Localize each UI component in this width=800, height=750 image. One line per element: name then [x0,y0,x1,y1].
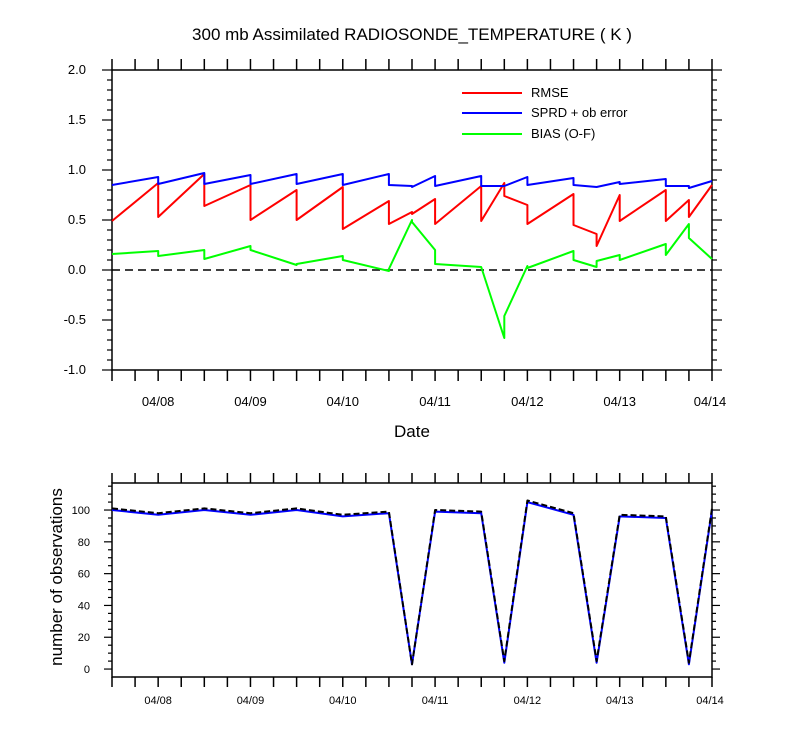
x-tick-label: 04/14 [694,394,727,409]
x-tick-label: 04/09 [237,695,265,707]
y-tick-label: 40 [78,600,90,612]
top-plot-area: 04/08 04/09 04/10 04/11 04/12 04/13 04/14 -1.0 -… [64,59,727,409]
x-tick-label: 04/12 [511,394,544,409]
y-tick-label: 1.5 [68,112,86,127]
bottom-plot-area: 04/08 04/09 04/10 04/11 04/12 04/13 04/14 0 20 40… [72,473,724,707]
x-tick-label: 04/08 [142,394,175,409]
x-tick-label: 04/10 [329,695,357,707]
x-tick-label: 04/11 [419,394,451,409]
x-tick-label: 04/13 [606,695,634,707]
plot-frame [111,482,713,678]
y-tick-label: 100 [72,505,90,517]
x-tick-label: 04/11 [422,695,449,707]
y-tick-label: 60 [78,569,90,581]
y-tick-label: 0 [84,664,90,676]
y-tick-label: 20 [78,632,90,644]
y-tick-label: -0.5 [64,312,86,327]
y-tick-label: 1.0 [68,162,86,177]
x-tick-label: 04/10 [326,394,359,409]
rmse-spread-bias-chart: 300 mb Assimilated RADIOSONDE_TEMPERATUR… [64,25,727,441]
x-tick-label: 04/08 [144,695,172,707]
y-tick-label: -1.0 [64,362,86,377]
x-tick-label: 04/09 [234,394,267,409]
series-line-sprd-ob-error [111,172,713,189]
series-line-observations-used [111,501,713,666]
y-tick-label: 80 [78,537,90,549]
observation-count-chart: 04/08 04/09 04/10 04/11 04/12 04/13 04/14 0 20 40… [47,473,724,707]
x-axis-title: Date [394,422,430,441]
x-tick-label: 04/13 [603,394,636,409]
legend: RMSE SPRD + ob error BIAS (O-F) [462,85,628,141]
series-line-rmse [111,173,713,247]
chart-title: 300 mb Assimilated RADIOSONDE_TEMPERATUR… [192,25,632,44]
y-axis-title: number of observations [47,488,66,666]
y-tick-label: 0.0 [68,262,86,277]
y-tick-label: 2.0 [68,62,86,77]
series-line-observations-possible [111,499,713,666]
x-tick-label: 04/12 [514,695,542,707]
legend-label-bias: BIAS (O-F) [531,126,595,141]
legend-label-sprd: SPRD + ob error [531,105,628,120]
y-tick-label: 0.5 [68,212,86,227]
legend-label-rmse: RMSE [531,85,569,100]
x-tick-label: 04/14 [696,695,724,707]
series-line-bias-o-f [111,219,713,339]
